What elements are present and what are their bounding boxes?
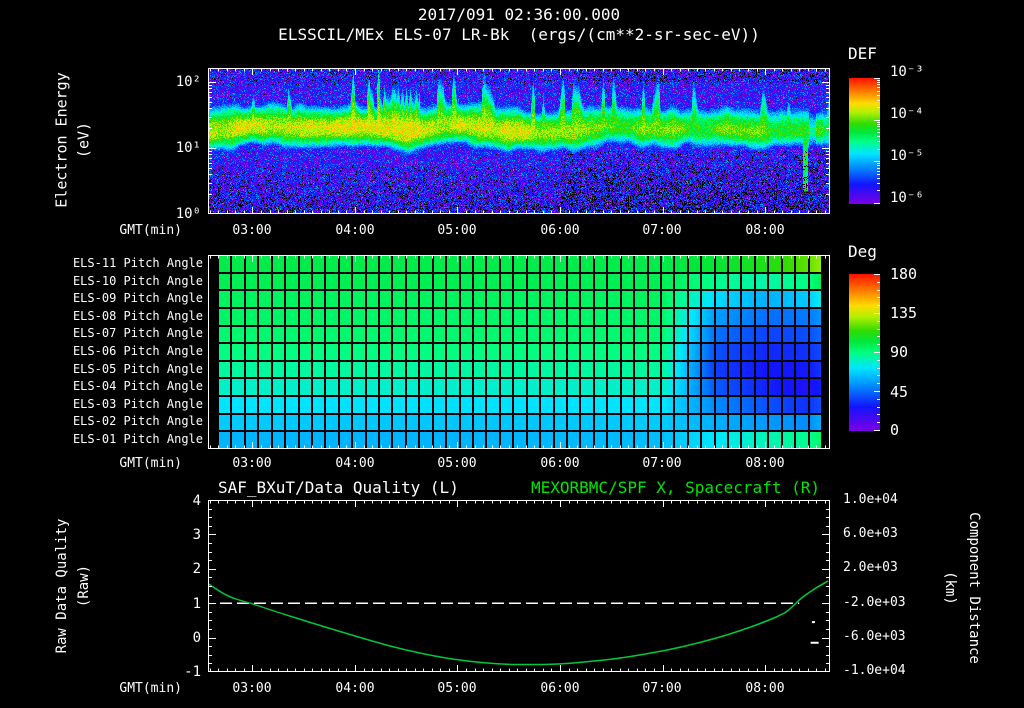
pitch-row-label-els08: ELS-08 Pitch Angle (72, 309, 203, 323)
hour-tick-label: 08:00 (745, 681, 785, 696)
line-ytick-right: -1.0e+04 (843, 663, 906, 678)
hour-tick-label: 06:00 (540, 223, 580, 238)
hour-tick-label: 05:00 (437, 223, 477, 238)
deg-colorbar-title: Deg (848, 242, 877, 261)
deg-cbar-tick-135: 135 (890, 304, 918, 322)
line-y-right-units: (km) (942, 571, 959, 605)
pitch-row-label-els04: ELS-04 Pitch Angle (72, 379, 203, 393)
pitch-row-label-els02: ELS-02 Pitch Angle (72, 414, 203, 428)
gmt-axis-label-bottom: GMT(min) (119, 681, 182, 696)
line-ytick-left: 0 (192, 630, 201, 646)
line-ytick-right: 1.0e+04 (843, 492, 898, 507)
spectrogram-ytick-100: 10² (175, 74, 201, 90)
pitch-row-label-els09: ELS-09 Pitch Angle (72, 291, 203, 305)
pitch-row-label-els03: ELS-03 Pitch Angle (72, 397, 203, 411)
def-cbar-tick-1e-5: 10⁻⁵ (890, 148, 924, 164)
electron-energy-spectrogram (208, 68, 830, 214)
hour-tick-label: 07:00 (642, 456, 682, 471)
line-panel-title-left: SAF_BXuT/Data Quality (L) (218, 478, 459, 497)
hour-tick-label: 04:00 (335, 681, 375, 696)
deg-cbar-tick-45: 45 (890, 383, 909, 401)
line-ytick-right: -6.0e+03 (843, 629, 906, 644)
line-ytick-left: 3 (192, 527, 201, 543)
hour-tick-label: 07:00 (642, 681, 682, 696)
line-ytick-right: 2.0e+03 (843, 560, 898, 575)
deg-cbar-tick-180: 180 (890, 265, 918, 283)
def-colorbar-title: DEF (848, 44, 877, 63)
deg-cbar-tick-90: 90 (890, 343, 909, 361)
pitch-row-label-els07: ELS-07 Pitch Angle (72, 326, 203, 340)
page-subtitle-instrument: ELSSCIL/MEx ELS-07 LR-Bk (ergs/(cm**2-sr… (278, 25, 760, 44)
hour-tick-label: 04:00 (335, 223, 375, 238)
pitch-row-label-els06: ELS-06 Pitch Angle (72, 344, 203, 358)
hour-tick-label: 08:00 (745, 456, 785, 471)
hour-tick-label: 06:00 (540, 681, 580, 696)
hour-tick-label: 03:00 (232, 456, 272, 471)
hour-tick-label: 03:00 (232, 681, 272, 696)
line-ytick-left: 4 (192, 493, 201, 509)
line-y-left-units: (Raw) (75, 564, 92, 608)
def-cbar-tick-1e-3: 10⁻³ (890, 64, 924, 80)
line-y-right-label: Component Distance (966, 512, 983, 664)
deg-cbar-tick-0: 0 (890, 421, 900, 439)
line-ytick-right: 6.0e+03 (843, 526, 898, 541)
page-title-timestamp: 2017/091 02:36:00.000 (417, 5, 621, 24)
hour-tick-label: 05:00 (437, 681, 477, 696)
gmt-axis-label-top: GMT(min) (119, 223, 182, 238)
spectrogram-y-axis-label: Electron Energy (52, 72, 71, 208)
pitch-angle-heatmap (208, 255, 830, 449)
pitch-row-label-els05: ELS-05 Pitch Angle (72, 362, 203, 376)
gmt-axis-label-middle: GMT(min) (119, 456, 182, 471)
deg-colorbar (849, 274, 883, 431)
def-colorbar (849, 78, 883, 204)
quality-spacecraft-line-chart (208, 500, 830, 672)
line-ytick-left: -1 (184, 664, 201, 680)
spectrogram-ytick-10: 10¹ (175, 140, 201, 156)
def-cbar-tick-1e-6: 10⁻⁶ (890, 190, 924, 206)
spectrogram-y-axis-units: (eV) (74, 121, 93, 159)
def-cbar-tick-1e-4: 10⁻⁴ (890, 106, 924, 122)
pitch-row-label-els11: ELS-11 Pitch Angle (72, 256, 203, 270)
hour-tick-label: 07:00 (642, 223, 682, 238)
line-ytick-left: 2 (192, 561, 201, 577)
line-y-left-label: Raw Data Quality (53, 518, 70, 654)
line-panel-title-right: MEXORBMC/SPF X, Spacecraft (R) (531, 478, 820, 497)
hour-tick-label: 06:00 (540, 456, 580, 471)
line-ytick-left: 1 (192, 596, 201, 612)
hour-tick-label: 08:00 (745, 223, 785, 238)
pitch-row-label-els01: ELS-01 Pitch Angle (72, 432, 203, 446)
hour-tick-label: 04:00 (335, 456, 375, 471)
hour-tick-label: 05:00 (437, 456, 477, 471)
line-ytick-right: -2.0e+03 (843, 595, 906, 610)
spectrogram-ytick-1: 10⁰ (175, 206, 201, 222)
pitch-row-label-els10: ELS-10 Pitch Angle (72, 274, 203, 288)
hour-tick-label: 03:00 (232, 223, 272, 238)
